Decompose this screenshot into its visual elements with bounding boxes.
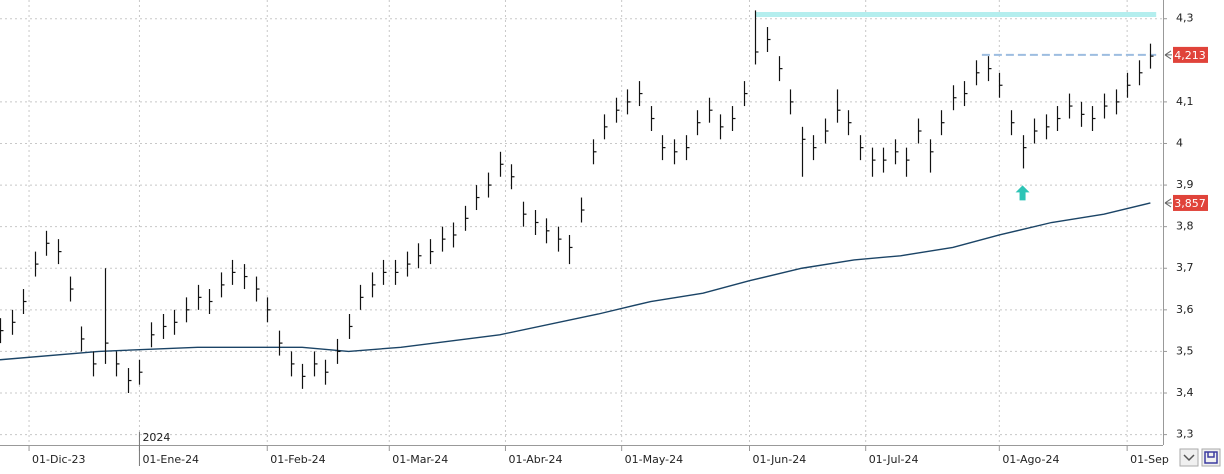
x-tick-label: 01-Ene-24 [142,453,199,466]
y-tick-label: 3,7 [1176,261,1194,274]
x-tick-label: 01-Dic-23 [32,453,86,466]
moving-average [0,202,1151,361]
tag-pointer [1164,50,1172,60]
x-tick-label: 01-Ago-24 [1002,453,1059,466]
toolbar [1179,448,1221,467]
x-tick-label: 01-May-24 [625,453,683,466]
y-tick-label: 3,6 [1176,303,1194,316]
y-tick-label: 3,8 [1176,220,1194,233]
price-tag-label: 3,857 [1174,197,1206,210]
x-tick-label: 01-Abr-24 [508,453,562,466]
x-tick-label: 01-Feb-24 [270,453,325,466]
save-icon [1204,451,1218,464]
tag-pointer [1164,198,1172,208]
scroll-button[interactable] [1179,448,1199,467]
ohlc-series [0,10,1154,394]
y-tick-label: 4,1 [1176,95,1194,108]
x-tick-label: 01-Jul-24 [869,453,919,466]
year-label: 2024 [142,431,170,444]
x-tick-label: 01-Sep [1130,453,1169,466]
price-tag-label: 4,213 [1174,49,1206,62]
y-tick-label: 4,3 [1176,12,1194,25]
y-tick-label: 3,9 [1176,178,1194,191]
y-tick-label: 4 [1176,136,1183,149]
signal-arrow [1015,185,1030,201]
y-tick-label: 3,5 [1176,344,1194,357]
x-tick-label: 01-Mar-24 [392,453,448,466]
price-tag [1173,46,1208,63]
y-tick-label: 3,3 [1176,428,1194,441]
price-tag [1173,194,1208,211]
chevron-icon [1183,454,1195,462]
y-tick-label: 3,4 [1176,386,1194,399]
x-tick-label: 01-Jun-24 [752,453,806,466]
